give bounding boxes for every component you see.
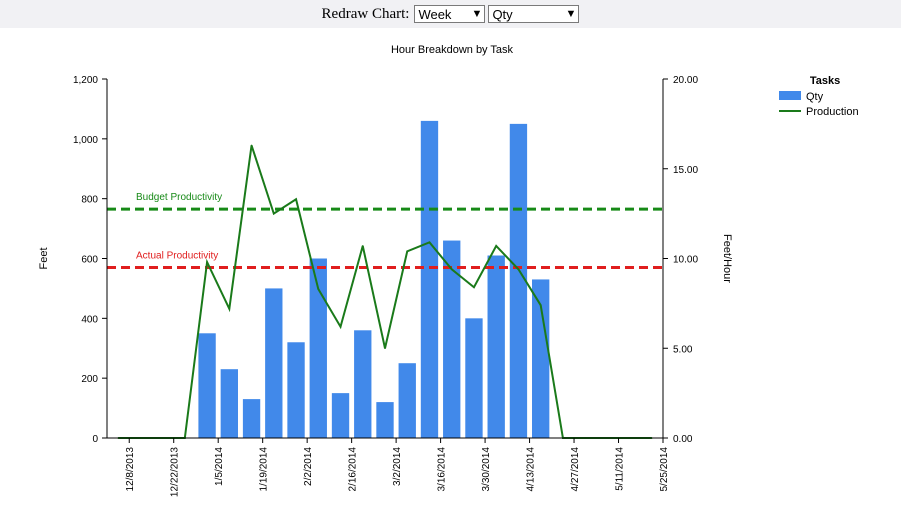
production-point [295,198,297,201]
bar-qty [443,240,461,438]
x-tick-label: 3/2/2014 [392,447,403,486]
production-point [539,304,542,306]
y-tick-label: 800 [81,195,98,206]
period-select[interactable]: Week ▼ [414,5,486,23]
measure-select-value: Qty [492,6,513,22]
x-tick-label: 4/13/2014 [526,447,537,492]
bar-qty [265,288,283,438]
reference-label-budget: Budget Productivity [136,192,222,203]
redraw-chart-label: Redraw Chart: [321,5,410,22]
x-tick-label: 1/5/2014 [214,447,225,486]
production-point [228,307,231,310]
y2-tick-label: 0.00 [673,434,693,445]
x-tick-label: 5/11/2014 [615,447,626,491]
production-point [273,212,275,215]
period-select-value: Week [418,6,452,22]
bar-qty [376,402,394,438]
bar-qty [532,279,550,438]
x-tick-label: 5/25/2014 [659,447,670,492]
bar-qty [242,399,261,438]
plot-area: Budget Productivity Actual Productivity 0 2… [38,75,733,497]
legend-swatch-qty [779,91,801,100]
production-point [473,286,475,289]
hour-breakdown-chart: Hour Breakdown by Task Budget Productivi… [38,44,859,497]
y-tick-label: 1,000 [73,135,98,146]
production-point [384,347,386,350]
production-point [361,245,364,247]
x-tick-label: 2/16/2014 [348,447,359,492]
y-tick-label: 1,200 [73,75,98,86]
bar-qty [398,363,416,438]
bar-qty [198,333,216,438]
legend: Tasks Qty Production [779,75,859,118]
x-tick-label: 3/16/2014 [437,447,448,492]
bar-qty [487,255,505,438]
production-point [428,241,431,244]
production-point [517,268,520,271]
legend-label-production: Production [806,106,859,118]
legend-title: Tasks [810,75,840,87]
production-point [450,268,453,271]
bar-qty [287,342,305,438]
production-point [206,261,208,263]
y-tick-label: 200 [81,374,98,385]
bar-qty [354,330,372,438]
production-point [495,245,498,247]
production-line [118,145,652,439]
measure-select[interactable]: Qty ▼ [488,5,580,23]
y2-tick-label: 15.00 [673,165,698,176]
bar-qty [331,393,350,438]
y2-axis-title: Feet/Hour [721,234,733,283]
production-point [339,325,342,328]
bar-qty [220,369,238,438]
x-tick-label: 2/2/2014 [303,447,314,486]
production-point [250,144,253,147]
y-tick-label: 600 [81,255,98,266]
bar-qty [509,123,528,438]
legend-label-qty: Qty [806,91,824,103]
x-tick-label: 12/8/2013 [125,447,136,492]
production-point [406,250,409,253]
bar-qty [420,120,439,438]
x-tick-label: 4/27/2014 [570,447,581,492]
y2-tick-label: 5.00 [673,344,693,355]
y2-tick-label: 10.00 [673,255,698,266]
chevron-down-icon: ▼ [565,8,577,20]
y-tick-label: 0 [92,434,98,445]
y2-tick-label: 20.00 [673,75,698,86]
y-axis-title: Feet [38,247,50,269]
x-tick-label: 3/30/2014 [481,447,492,492]
chevron-down-icon: ▼ [471,8,483,20]
production-point [317,288,320,290]
bar-qty [309,258,327,438]
x-tick-label: 12/22/2013 [170,447,181,497]
chart-toolbar: Redraw Chart: Week ▼ Qty ▼ [0,0,901,28]
x-tick-label: 1/19/2014 [259,447,270,492]
reference-label-actual: Actual Productivity [136,250,218,261]
chart-title: Hour Breakdown by Task [391,44,514,56]
y-tick-label: 400 [81,314,98,325]
bar-qty [465,318,483,438]
